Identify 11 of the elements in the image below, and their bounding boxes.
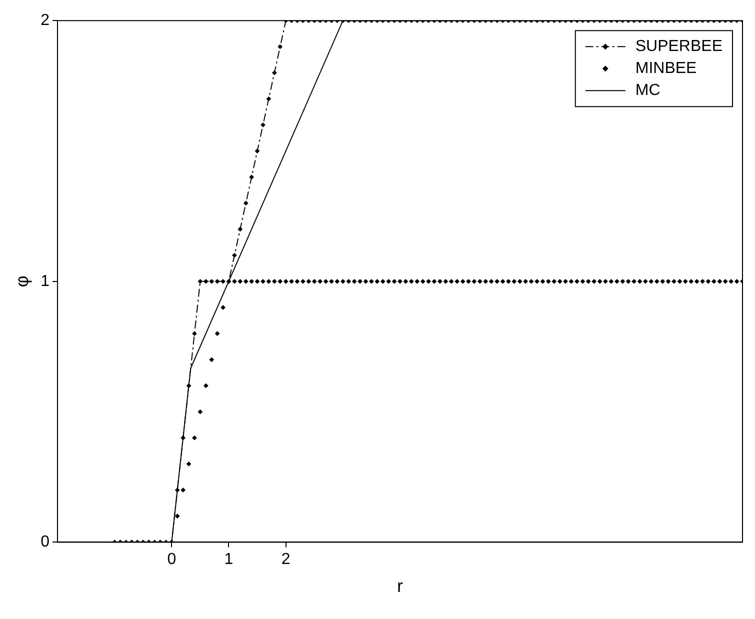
y-tick-label: 1 [40, 272, 50, 290]
y-tick-label: 2 [40, 12, 50, 30]
legend-label: MC [635, 82, 660, 100]
legend-label: MINBEE [635, 60, 697, 78]
legend-label: SUPERBEE [635, 38, 722, 56]
x-tick-label: 2 [281, 551, 290, 568]
y-tick-label: 0 [40, 534, 50, 551]
x-axis-title: r [397, 576, 403, 596]
x-tick-label: 0 [167, 551, 176, 568]
x-tick-label: 1 [224, 551, 234, 568]
y-axis-title: φ [12, 276, 32, 288]
